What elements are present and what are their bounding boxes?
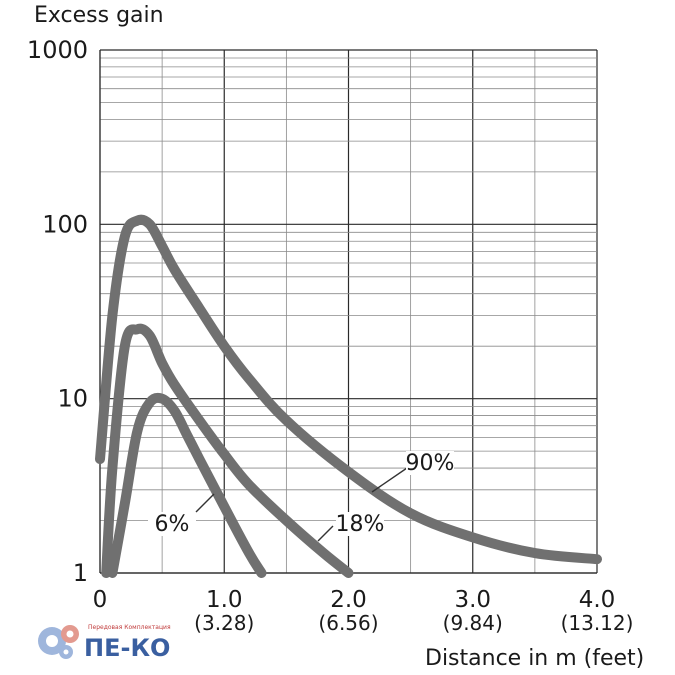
x-tick-label: 4.0 <box>579 587 616 613</box>
y-tick-label: 100 <box>42 210 88 238</box>
x-tick-sublabel: (9.84) <box>443 611 503 635</box>
x-tick-sublabel: (3.28) <box>194 611 254 635</box>
chart-text: Excess gain Distance in m (feet) 1 10 100 1… <box>27 3 644 671</box>
company-logo: Передовая Комплектация ПЕ-КО <box>38 624 171 662</box>
series-label: 6% <box>155 512 190 537</box>
series-label: 18% <box>336 512 385 537</box>
y-tick-label: 1 <box>73 559 88 587</box>
x-tick-sublabel: (13.12) <box>561 611 634 635</box>
series-label-background <box>336 512 384 536</box>
x-tick-sublabel: (6.56) <box>318 611 378 635</box>
series-label-leader <box>371 467 408 493</box>
x-tick-label: 1.0 <box>206 587 243 613</box>
series-line-90pct <box>95 214 602 565</box>
series-line-18pct <box>101 323 354 578</box>
y-tick-label: 10 <box>57 385 88 413</box>
label-leaders: 90% 18% 6% <box>148 451 455 542</box>
y-axis-title: Excess gain <box>34 3 164 28</box>
series-line-6pct <box>107 392 267 578</box>
series-label: 90% <box>406 451 455 476</box>
logo-tagline: Передовая Комплектация <box>88 624 171 631</box>
x-axis-title: Distance in m (feet) <box>425 646 644 671</box>
x-tick-label: 2.0 <box>330 587 367 613</box>
logo-wordmark: ПЕ-КО <box>84 634 170 662</box>
x-tick-label: 3.0 <box>454 587 491 613</box>
gear-logo-icon <box>38 625 79 659</box>
series-label-leader <box>317 525 334 542</box>
series-label-leader <box>195 493 215 513</box>
series-label-background <box>148 512 196 536</box>
series-label-background <box>406 451 454 475</box>
grid <box>99 49 598 574</box>
curves <box>95 214 602 578</box>
x-tick-label: 0 <box>93 587 108 613</box>
y-tick-label: 1000 <box>27 36 88 64</box>
